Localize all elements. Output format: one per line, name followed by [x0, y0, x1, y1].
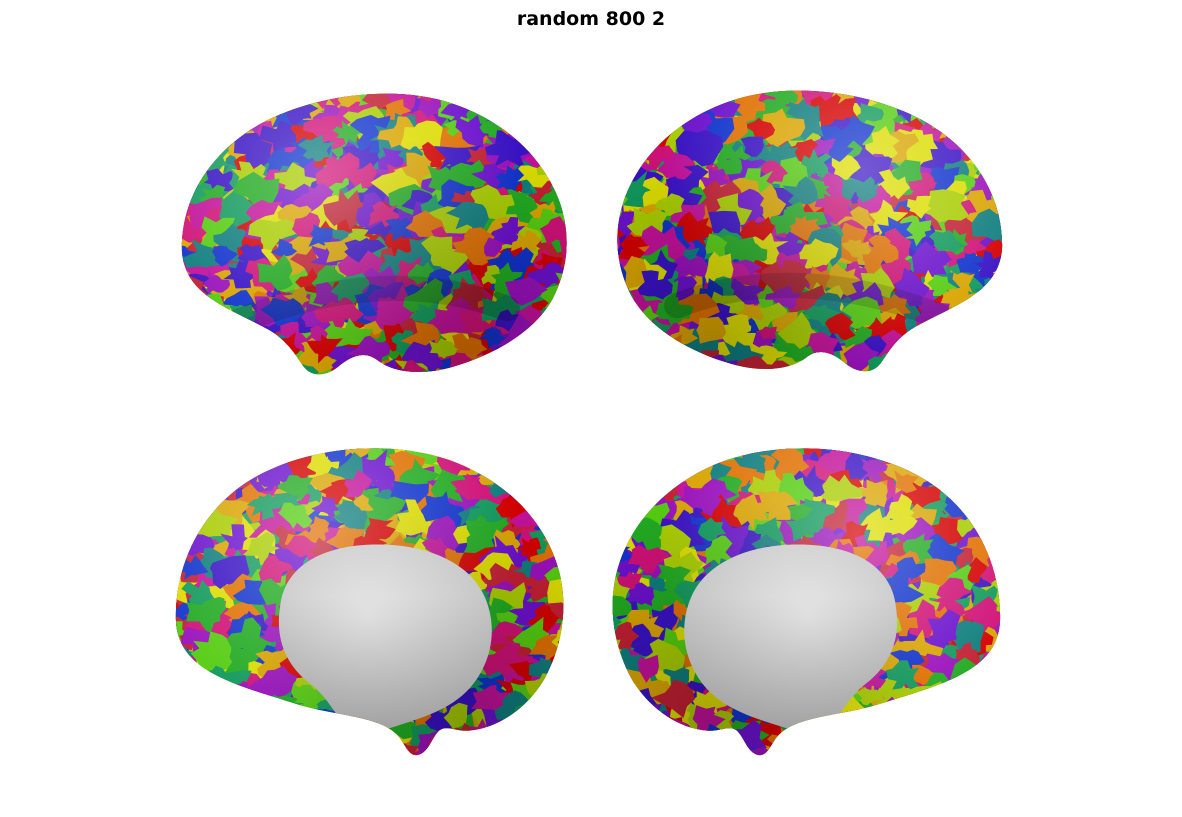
brain-surface-left-lateral	[181, 93, 567, 375]
brain-surface-right-medial	[612, 448, 1001, 756]
brain-view-left-medial	[168, 443, 568, 758]
brain-surface-left-medial	[175, 448, 564, 756]
brain-view-right-medial	[608, 443, 1008, 758]
brain-view-left-lateral	[172, 88, 572, 388]
figure-title: random 800 2	[516, 8, 666, 30]
brain-surface-right-lateral	[617, 90, 1003, 372]
brain-view-right-lateral	[612, 85, 1012, 385]
